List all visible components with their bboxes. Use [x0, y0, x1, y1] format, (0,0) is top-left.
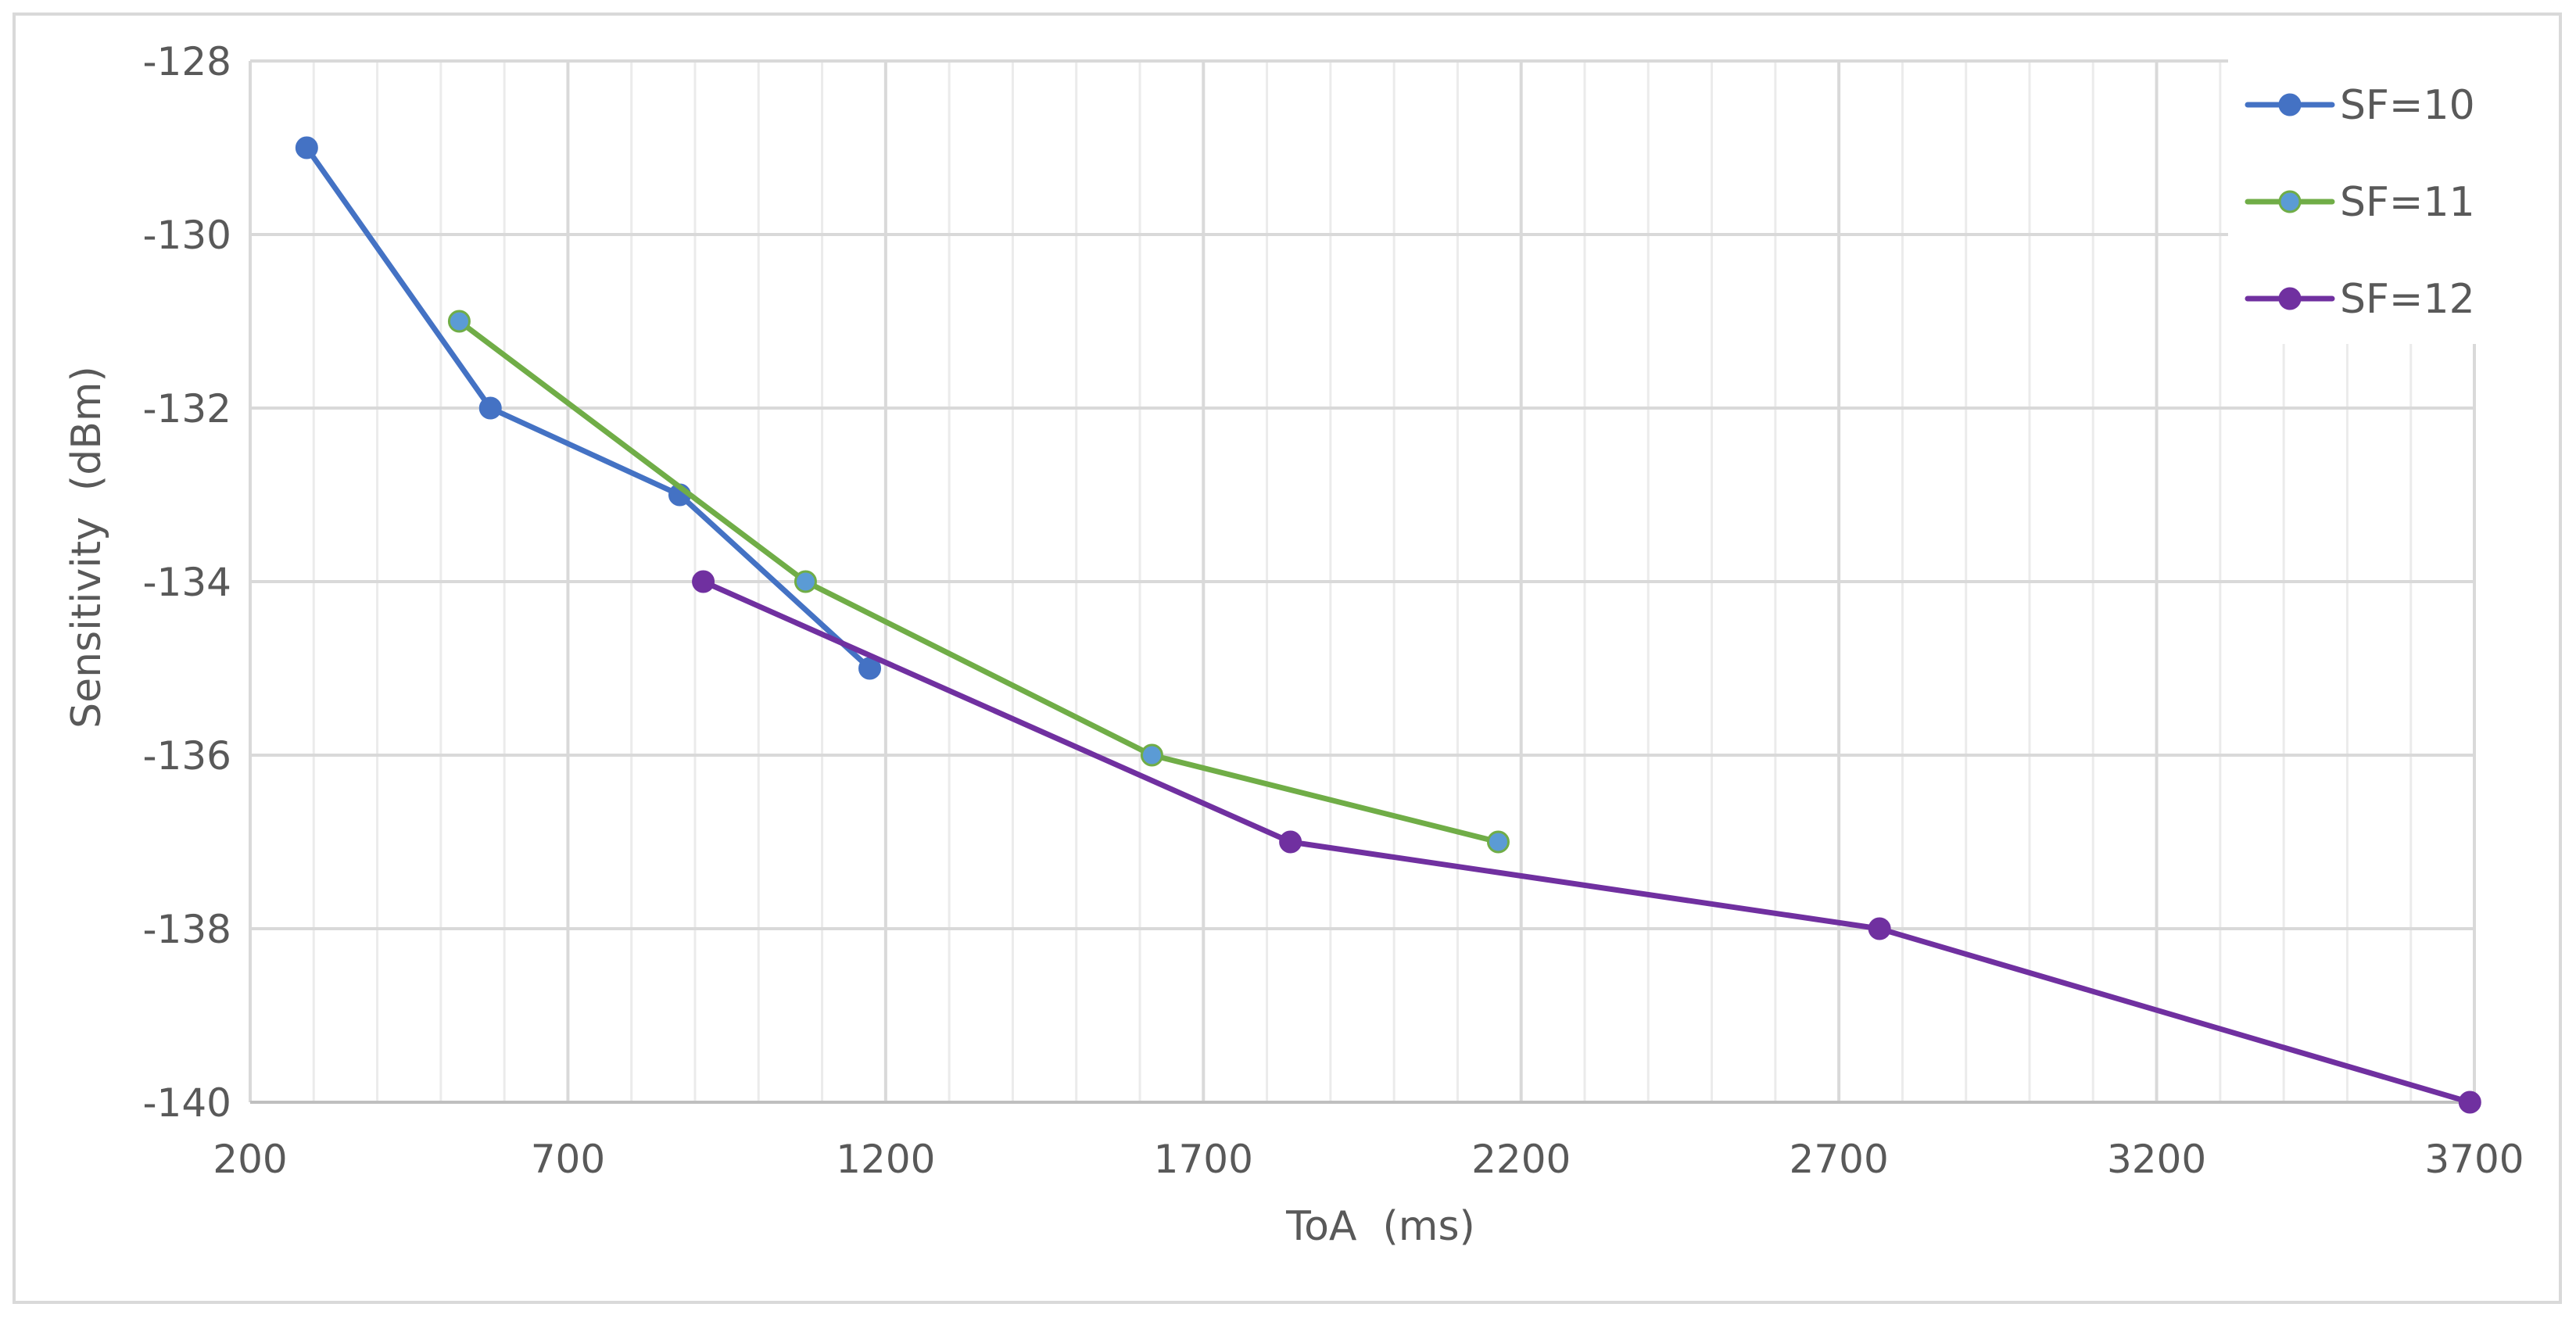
x-tick-label: 1700 [1154, 1137, 1253, 1182]
data-point [295, 136, 318, 159]
x-tick-label: 2700 [1790, 1137, 1889, 1182]
legend-background [2228, 39, 2510, 344]
y-tick-label: -136 [143, 733, 231, 779]
data-point [692, 570, 715, 593]
data-point [794, 570, 817, 593]
series-line [456, 318, 1501, 845]
legend-entry: SF=11 [2245, 179, 2475, 226]
x-tick-label: 200 [213, 1137, 287, 1182]
chart-frame [13, 13, 2562, 1304]
y-axis-ticks: -128 -130 -132 -134 -136 -138 -140 [143, 39, 231, 1126]
data-point [478, 396, 502, 420]
legend-label: SF=12 [2340, 276, 2475, 323]
y-tick-label: -130 [143, 213, 231, 258]
y-tick-label: -134 [143, 560, 231, 605]
x-axis-ticks: 200 700 1200 1700 2200 2700 3200 3700 [213, 1137, 2524, 1182]
y-tick-label: -138 [143, 907, 231, 952]
legend: SF=10 SF=11 SF=12 [2245, 82, 2475, 323]
x-axis-title: ToA (ms) [1285, 1203, 1475, 1250]
legend-swatch-marker [2278, 93, 2302, 116]
series-layer [295, 136, 2481, 1114]
x-tick-label: 2200 [1471, 1137, 1571, 1182]
legend-entry: SF=12 [2245, 276, 2475, 323]
data-point [2458, 1091, 2481, 1114]
y-tick-label: -140 [143, 1080, 231, 1126]
data-point [447, 310, 471, 333]
series-0 [295, 136, 882, 680]
y-axis-title: Sensitivity (dBm) [63, 366, 110, 729]
legend-swatch-marker [2278, 190, 2302, 213]
series-line [700, 578, 2473, 1105]
legend-swatch-marker [2278, 287, 2302, 310]
y-tick-label: -132 [143, 386, 231, 432]
series-line [303, 145, 873, 672]
legend-label: SF=10 [2340, 82, 2475, 129]
x-tick-label: 700 [531, 1137, 605, 1182]
data-point [1868, 917, 1891, 940]
legend-entry: SF=10 [2245, 82, 2475, 129]
y-tick-label: -128 [143, 39, 231, 84]
data-point [1486, 830, 1510, 854]
x-tick-label: 3700 [2424, 1137, 2524, 1182]
data-point [1279, 830, 1302, 854]
x-tick-label: 3200 [2107, 1137, 2206, 1182]
data-point [1140, 743, 1163, 767]
series-1 [447, 310, 1510, 854]
x-tick-label: 1200 [836, 1137, 935, 1182]
series-2 [692, 570, 2481, 1114]
legend-label: SF=11 [2340, 179, 2475, 226]
major-gridlines [249, 59, 2476, 1104]
